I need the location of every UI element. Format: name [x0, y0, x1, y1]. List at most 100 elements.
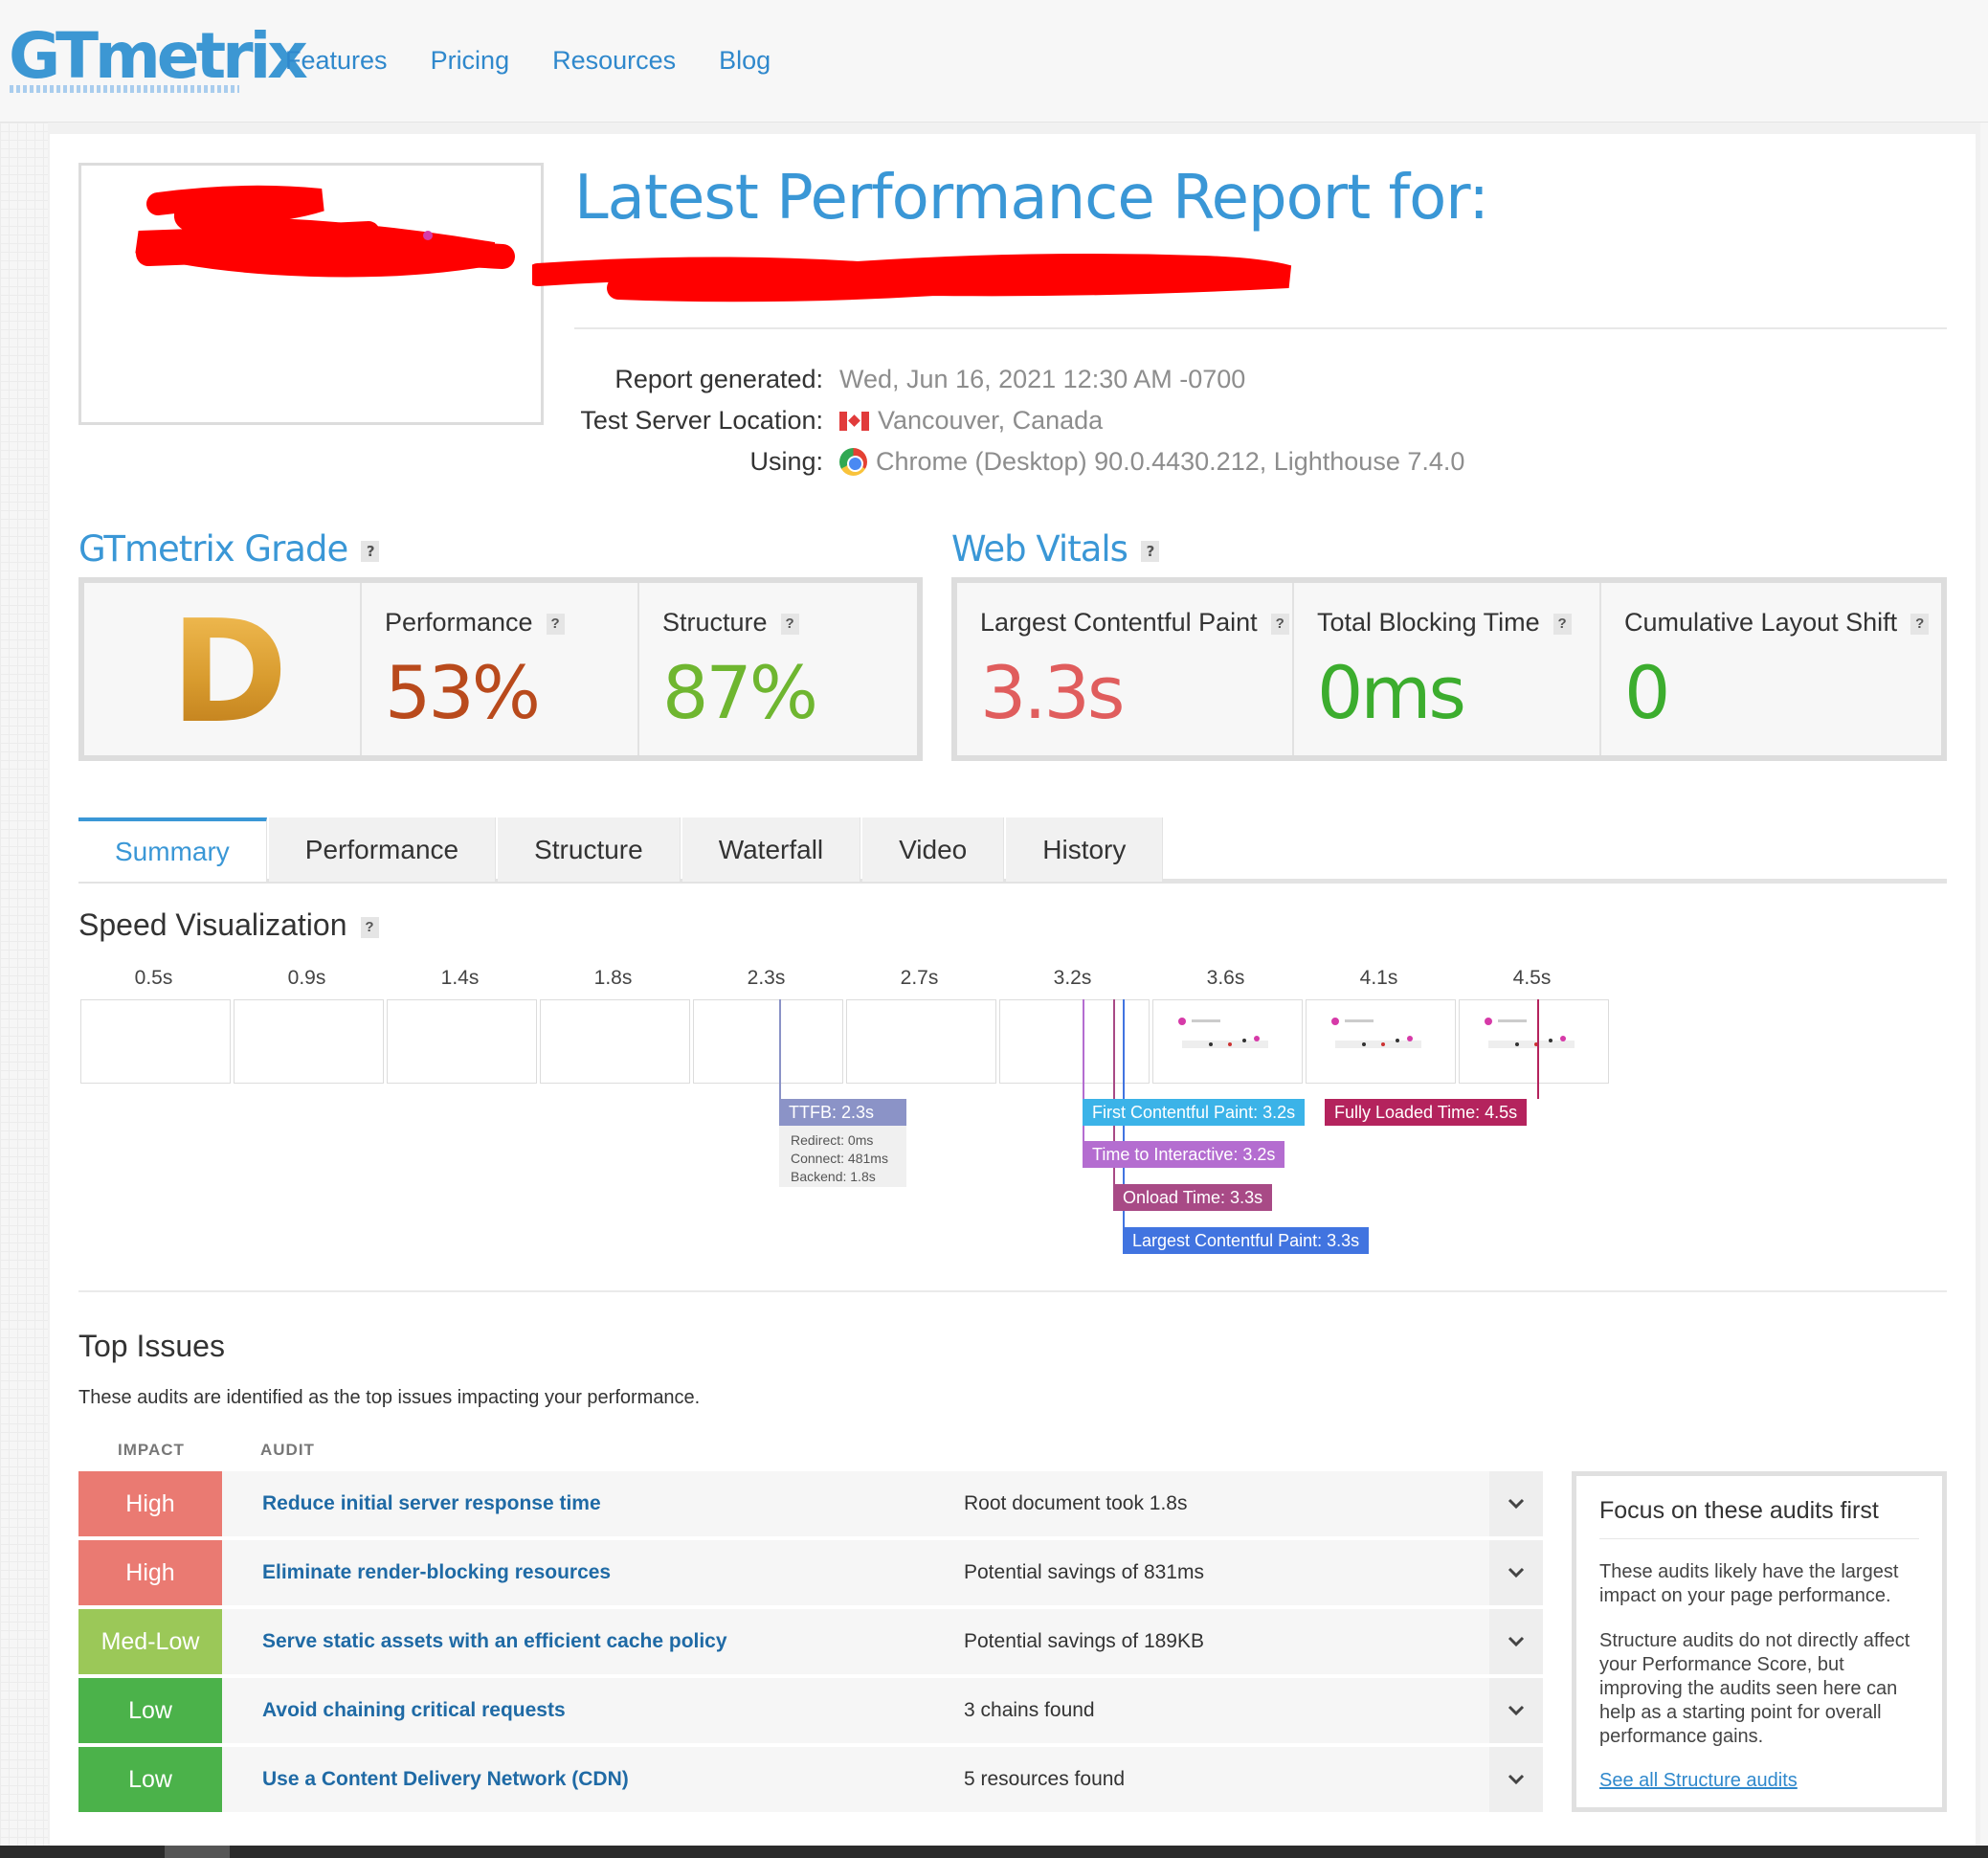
help-icon[interactable]: ? [1140, 540, 1159, 562]
page-render-thumbnail [1178, 1018, 1268, 1048]
filmstrip-frame[interactable] [999, 999, 1150, 1084]
impact-column-header: IMPACT [118, 1441, 185, 1459]
chevron-down-icon [1508, 1567, 1525, 1578]
frame-time: 4.5s [1512, 967, 1552, 989]
help-icon[interactable]: ? [360, 916, 379, 938]
expand-row-button[interactable] [1489, 1747, 1543, 1812]
section-divider [78, 1290, 1947, 1292]
taskbar-item[interactable] [165, 1846, 230, 1858]
grade-cell: D [84, 583, 362, 755]
nav-pricing[interactable]: Pricing [430, 46, 510, 75]
audit-result: 5 resources found [964, 1768, 1126, 1790]
nav-resources[interactable]: Resources [552, 46, 677, 75]
see-structure-audits-link[interactable]: See all Structure audits [1599, 1770, 1798, 1791]
filmstrip-frame[interactable] [80, 999, 231, 1084]
audit-title[interactable]: Avoid chaining critical requests [262, 1699, 566, 1721]
help-icon[interactable]: ? [780, 613, 799, 635]
lcp-value: 3.3s [980, 650, 1125, 735]
filmstrip-frame[interactable] [846, 999, 996, 1084]
logo-underline [10, 85, 239, 93]
page-title: Latest Performance Report for: [574, 163, 1489, 234]
gtmetrix-grade-panel: D Performance? 53% Structure? 87% [78, 577, 923, 761]
gtmetrix-logo[interactable]: GTmetrix [9, 19, 308, 93]
tti-marker[interactable]: Time to Interactive: 3.2s [1083, 1141, 1285, 1168]
canada-flag-icon [839, 411, 869, 431]
performance-label: Performance [385, 608, 533, 637]
onload-marker[interactable]: Onload Time: 3.3s [1113, 1184, 1273, 1211]
redacted-thumbnail-scribble [135, 185, 515, 278]
audit-result: 3 chains found [964, 1699, 1095, 1721]
top-issues-description: These audits are identified as the top i… [78, 1387, 701, 1408]
filmstrip-frame[interactable] [1306, 999, 1456, 1084]
report-meta: Report generated: Wed, Jun 16, 2021 12:3… [574, 359, 1531, 482]
impact-badge: Med-Low [78, 1609, 222, 1674]
nav-blog[interactable]: Blog [719, 46, 771, 75]
issue-row[interactable]: High Eliminate render-blocking resources… [78, 1540, 1543, 1605]
impact-badge: High [78, 1471, 222, 1536]
audit-title[interactable]: Reduce initial server response time [262, 1492, 601, 1514]
using-value: Chrome (Desktop) 90.0.4430.212, Lighthou… [876, 447, 1465, 476]
expand-row-button[interactable] [1489, 1540, 1543, 1605]
filmstrip-frame[interactable] [387, 999, 537, 1084]
tab-summary[interactable]: Summary [78, 817, 267, 882]
filmstrip-frame[interactable] [1152, 999, 1303, 1084]
expand-row-button[interactable] [1489, 1678, 1543, 1743]
issue-row[interactable]: Low Use a Content Delivery Network (CDN)… [78, 1747, 1543, 1812]
main-nav: Features Pricing Resources Blog [285, 46, 771, 76]
web-vitals-panel: Largest Contentful Paint? 3.3s Total Blo… [951, 577, 1947, 761]
ttfb-marker[interactable]: TTFB: 2.3s [779, 1099, 906, 1126]
onload-line [1113, 999, 1115, 1185]
structure-label: Structure [662, 608, 768, 637]
tab-performance[interactable]: Performance [268, 817, 497, 882]
issue-row[interactable]: Low Avoid chaining critical requests 3 c… [78, 1678, 1543, 1743]
frame-time: 2.7s [900, 967, 939, 989]
bottom-taskbar [0, 1846, 1988, 1858]
tbt-label: Total Blocking Time [1317, 608, 1540, 637]
tab-history[interactable]: History [1006, 817, 1164, 882]
report-generated-value: Wed, Jun 16, 2021 12:30 AM -0700 [839, 365, 1246, 393]
ttfb-connect: Connect: 481ms [791, 1151, 888, 1166]
audit-title[interactable]: Serve static assets with an efficient ca… [262, 1630, 727, 1652]
using-label: Using: [749, 447, 823, 476]
redacted-url-scribble [532, 254, 1292, 302]
frame-time: 2.3s [747, 967, 786, 989]
audit-title[interactable]: Eliminate render-blocking resources [262, 1561, 612, 1583]
fcp-marker[interactable]: First Contentful Paint: 3.2s [1083, 1099, 1306, 1126]
nav-features[interactable]: Features [285, 46, 388, 75]
cls-label: Cumulative Layout Shift [1624, 608, 1898, 637]
page-screenshot-thumbnail [78, 163, 544, 425]
impact-badge: Low [78, 1678, 222, 1743]
background-pattern [0, 123, 48, 1846]
tab-waterfall[interactable]: Waterfall [681, 817, 861, 882]
lcp-marker[interactable]: Largest Contentful Paint: 3.3s [1123, 1227, 1370, 1254]
tbt-value: 0ms [1317, 650, 1466, 735]
filmstrip-frame[interactable] [1459, 999, 1609, 1084]
cls-value: 0 [1624, 650, 1670, 735]
help-icon[interactable]: ? [361, 540, 380, 562]
issue-row[interactable]: High Reduce initial server response time… [78, 1471, 1543, 1536]
audit-title[interactable]: Use a Content Delivery Network (CDN) [262, 1768, 629, 1790]
focus-title: Focus on these audits first [1599, 1497, 1919, 1539]
grade-letter: D [170, 590, 288, 754]
filmstrip-frame[interactable] [693, 999, 843, 1084]
help-icon[interactable]: ? [1270, 613, 1289, 635]
tab-video[interactable]: Video [862, 817, 1005, 882]
audit-column-header: AUDIT [260, 1441, 315, 1459]
frame-time: 0.5s [134, 967, 173, 989]
help-icon[interactable]: ? [1910, 613, 1930, 635]
impact-badge: Low [78, 1747, 222, 1812]
focus-text-2: Structure audits do not directly affect … [1599, 1630, 1910, 1747]
fully-loaded-marker[interactable]: Fully Loaded Time: 4.5s [1325, 1099, 1528, 1126]
issue-row[interactable]: Med-Low Serve static assets with an effi… [78, 1609, 1543, 1674]
expand-row-button[interactable] [1489, 1609, 1543, 1674]
ttfb-backend: Backend: 1.8s [791, 1169, 876, 1184]
filmstrip-frame[interactable] [540, 999, 690, 1084]
tab-structure[interactable]: Structure [498, 817, 681, 882]
help-icon[interactable]: ? [1552, 613, 1572, 635]
help-icon[interactable]: ? [546, 613, 565, 635]
chevron-down-icon [1508, 1498, 1525, 1510]
impact-badge: High [78, 1540, 222, 1605]
expand-row-button[interactable] [1489, 1471, 1543, 1536]
filmstrip-frame[interactable] [234, 999, 384, 1084]
cls-cell: Cumulative Layout Shift? 0 [1601, 583, 1941, 755]
